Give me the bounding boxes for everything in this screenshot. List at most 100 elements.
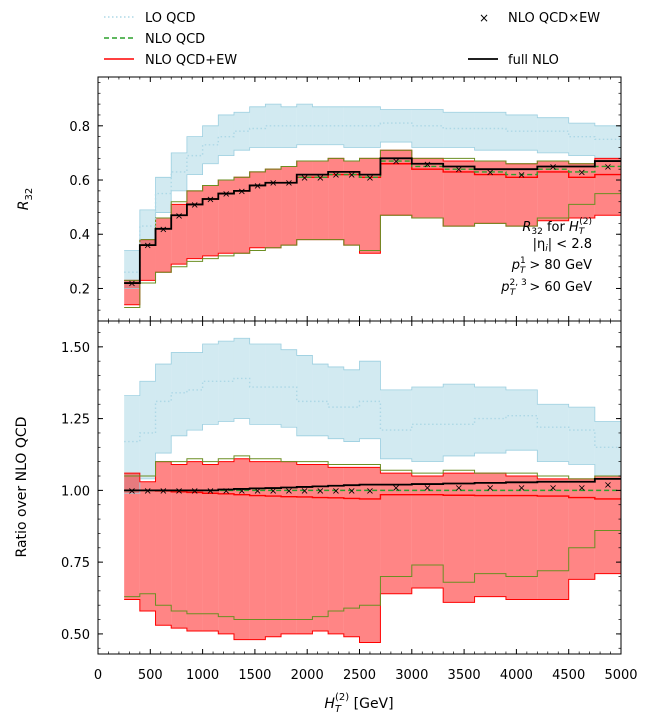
top-lo-qcd-band-bin <box>594 125 621 159</box>
top-lo-qcd-band-bin <box>343 106 360 148</box>
bot-nlo-qcd-plus-ew-band-bin <box>218 461 234 634</box>
bot-nlo-qcd-plus-ew-band-bin <box>568 478 595 580</box>
top-nlo-qcd-plus-ew-band-bin <box>218 180 234 254</box>
bot-y-tick-label: 1.25 <box>61 413 90 428</box>
bot-lo-qcd-band-bin <box>505 389 538 451</box>
bot-lo-qcd-band-bin <box>265 343 282 425</box>
bot-nlo-qcd-plus-ew-band-bin <box>202 464 219 632</box>
top-lo-qcd-band-bin <box>568 123 595 156</box>
top-nlo-qcd-plus-ew-band-bin <box>594 158 621 216</box>
top-nlo-qcd-x-ew-marker: × <box>486 167 494 178</box>
top-nlo-qcd-x-ew-marker: × <box>549 162 557 173</box>
annotation-line-3: p1 T > 80 GeV <box>511 256 592 276</box>
bot-nlo-qcd-plus-ew-band-bin <box>249 461 266 640</box>
top-y-axis-label: R32 <box>16 188 35 210</box>
bot-lo-qcd-band-bin <box>359 361 381 439</box>
bot-lo-qcd-band-bin <box>474 387 506 454</box>
top-lo-qcd-band-bin <box>155 177 172 213</box>
top-nlo-qcd-plus-ew-band-bin <box>328 158 344 240</box>
bot-nlo-qcd-x-ew-marker: × <box>423 483 431 494</box>
top-full-nlo-line <box>124 157 621 284</box>
top-nlo-qcd-plus-ew-band-bin <box>281 166 297 246</box>
bot-nlo-qcd-x-ew-marker: × <box>143 486 151 497</box>
top-nlo-qcd-x-ew-marker: × <box>285 178 293 189</box>
top-y-tick-label: 0.4 <box>69 228 90 243</box>
bot-nlo-qcd-plus-ew-band-bin <box>281 461 297 634</box>
bot-lo-qcd-band-bin <box>443 384 475 456</box>
bot-nlo-qcd-x-ew-marker: × <box>316 486 324 497</box>
bot-nlo-qcd-plus-ew-band-bin <box>343 467 360 637</box>
top-lo-qcd-band-bin <box>218 114 234 156</box>
top-nlo-qcd-x-ew-marker: × <box>175 211 183 222</box>
top-lo-qcd-band-bin <box>233 112 250 151</box>
top-lo-qcd-band-bin <box>202 125 219 164</box>
bot-nlo-qcd-x-ew-marker: × <box>486 483 494 494</box>
annotation-line-1: R32 for HT(2) <box>522 217 592 237</box>
bot-lo-qcd-band-bin <box>380 389 412 459</box>
bot-nlo-qcd-x-ew-marker: × <box>392 483 400 494</box>
top-nlo-qcd-x-ew-marker: × <box>316 173 324 184</box>
x-tick-label: 4500 <box>552 668 585 683</box>
bot-lo-qcd-band-bin <box>537 404 569 462</box>
bot-nlo-qcd-x-ew-marker: × <box>175 486 183 497</box>
top-lo-qcd-band-bin <box>443 112 475 148</box>
top-lo-qcd-band-bin <box>171 152 187 191</box>
top-nlo-qcd-plus-ew-band-bin <box>139 239 156 281</box>
bot-nlo-qcd-x-ew-marker: × <box>604 480 612 491</box>
top-nlo-qcd-plus-ew-band-bin <box>296 161 313 240</box>
bot-nlo-qcd-x-ew-marker: × <box>332 486 340 497</box>
top-lo-qcd-band-bin <box>328 106 344 145</box>
bot-nlo-qcd-x-ew-band-edges-low-edge <box>124 530 621 621</box>
x-tick-label: 2000 <box>291 668 324 683</box>
top-lo-qcd-band-bin <box>186 136 203 175</box>
bot-nlo-qcd-plus-ew-band-bin <box>124 473 140 600</box>
bot-nlo-qcd-x-ew-marker: × <box>285 486 293 497</box>
top-nlo-qcd-plus-ew-band-bin <box>202 185 219 256</box>
top-nlo-qcd-x-ew-marker: × <box>423 159 431 170</box>
bot-nlo-qcd-plus-ew-band-bin <box>359 467 381 643</box>
top-nlo-qcd-plus-ew-band-bin <box>359 158 381 254</box>
bot-lo-qcd-band-bin <box>202 343 219 425</box>
top-nlo-qcd-x-ew-marker: × <box>143 241 151 252</box>
bot-nlo-qcd-plus-ew-band-bin <box>594 476 621 574</box>
top-nlo-qcd-x-ew-marker: × <box>128 279 136 290</box>
annotation-line-2: |ηi| < 2.8 <box>533 237 592 254</box>
bot-lo-qcd-band-bin <box>249 343 266 425</box>
top-nlo-qcd-plus-ew-band-bin <box>265 169 282 248</box>
top-nlo-qcd-x-ew-marker: × <box>159 224 167 235</box>
bot-lo-qcd-low-edge <box>124 418 621 494</box>
x-tick-label: 4000 <box>500 668 533 683</box>
top-nlo-qcd-x-ew-marker: × <box>269 178 277 189</box>
top-nlo-qcd-x-ew-marker: × <box>578 167 586 178</box>
bot-nlo-qcd-x-ew-marker: × <box>347 486 355 497</box>
top-nlo-qcd-x-ew-marker: × <box>517 170 525 181</box>
bot-nlo-qcd-plus-ew-low-edge <box>124 573 621 644</box>
top-nlo-qcd-x-ew-marker: × <box>253 181 261 192</box>
top-nlo-qcd-line <box>124 160 621 284</box>
bot-full-nlo-line <box>124 477 621 492</box>
bot-nlo-qcd-x-ew-marker: × <box>206 486 214 497</box>
top-nlo-qcd-x-ew-marker: × <box>455 165 463 176</box>
top-nlo-qcd-x-ew-band-edges-high-edge <box>124 149 621 281</box>
top-lo-qcd-band-bin <box>249 106 266 148</box>
bot-y-tick-label: 0.50 <box>61 628 90 643</box>
bottom-y-axis-label: Ratio over NLO QCD <box>14 417 30 558</box>
top-nlo-qcd-x-ew-marker: × <box>206 195 214 206</box>
top-lo-qcd-band-bin <box>359 106 381 148</box>
bot-nlo-qcd-plus-ew-band-bin <box>296 464 313 634</box>
x-tick-label: 2500 <box>343 668 376 683</box>
x-tick-label: 5000 <box>604 668 637 683</box>
top-lo-qcd-low-edge <box>124 141 621 289</box>
top-nlo-qcd-x-ew-marker: × <box>191 200 199 211</box>
bot-nlo-qcd-x-ew-marker: × <box>159 486 167 497</box>
x-axis-label: HT(2) [GeV] <box>324 692 393 715</box>
top-nlo-qcd-x-ew-marker: × <box>300 173 308 184</box>
top-nlo-qcd-plus-ew-band-bin <box>568 163 595 218</box>
top-nlo-qcd-x-ew-marker: × <box>347 170 355 181</box>
bot-nlo-qcd-x-ew-marker: × <box>578 483 586 494</box>
top-lo-qcd-band-bin <box>380 109 412 143</box>
bot-y-tick-label: 1.00 <box>61 484 90 499</box>
bot-lo-qcd-band-bin <box>343 369 360 442</box>
bot-nlo-qcd-x-ew-marker: × <box>128 486 136 497</box>
legend-nlo-qcd-x-ew-label: NLO QCD×EW <box>508 11 600 26</box>
